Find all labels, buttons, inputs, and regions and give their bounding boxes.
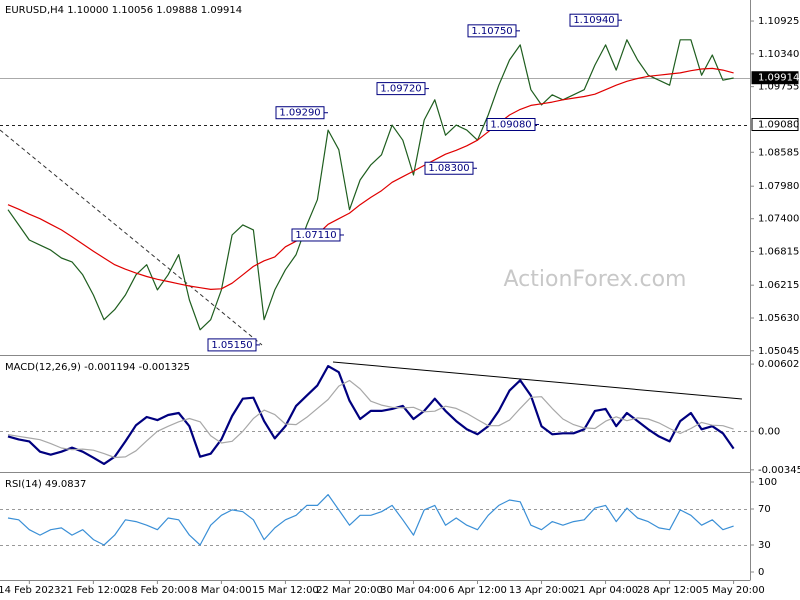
price-label: 1.09080 bbox=[758, 120, 799, 131]
annotation-label: 1.09290 bbox=[279, 108, 320, 119]
y-tick-label: 30 bbox=[758, 540, 771, 551]
x-tick-label: 21 Feb 12:00 bbox=[61, 585, 127, 596]
x-tick-label: 5 May 20:00 bbox=[702, 585, 764, 596]
annotation-label: 1.08300 bbox=[428, 163, 469, 174]
x-tick-label: 6 Apr 12:00 bbox=[448, 585, 507, 596]
y-tick-label: 1.05630 bbox=[758, 313, 799, 324]
y-tick-label: 1.05045 bbox=[758, 346, 799, 357]
panel-title: MACD(12,26,9) -0.001194 -0.001325 bbox=[5, 362, 190, 373]
price-label-box bbox=[751, 118, 799, 132]
x-tick-label: 13 Apr 20:00 bbox=[509, 585, 574, 596]
y-tick-label: 100 bbox=[758, 477, 777, 488]
y-tick-label: 0.006023 bbox=[758, 359, 800, 370]
x-tick-label: 28 Apr 12:00 bbox=[637, 585, 702, 596]
x-tick-label: 8 Mar 04:00 bbox=[191, 585, 251, 596]
y-tick-label: 1.10925 bbox=[758, 16, 799, 27]
trend-line bbox=[0, 129, 263, 346]
annotation-label: 1.10940 bbox=[573, 15, 614, 26]
y-tick-label: 1.08585 bbox=[758, 147, 799, 158]
series-line bbox=[7, 494, 734, 546]
price-label-box bbox=[751, 71, 799, 85]
series-line bbox=[7, 365, 735, 465]
y-tick-label: 1.06215 bbox=[758, 280, 799, 291]
y-tick-label: 1.10340 bbox=[758, 49, 799, 60]
x-tick-label: 30 Mar 04:00 bbox=[380, 585, 447, 596]
y-tick-label: 1.06815 bbox=[758, 247, 799, 258]
y-tick-label: 0.00 bbox=[758, 426, 780, 437]
y-tick-label: 1.07400 bbox=[758, 214, 799, 225]
x-tick-label: 21 Apr 04:00 bbox=[573, 585, 638, 596]
y-tick-label: -0.003456 bbox=[758, 465, 800, 476]
x-tick-label: 22 Mar 20:00 bbox=[316, 585, 383, 596]
x-tick-label: 28 Feb 20:00 bbox=[125, 585, 191, 596]
panel-title: RSI(14) 49.0837 bbox=[5, 479, 86, 490]
panel-title: EURUSD,H4 1.10000 1.10056 1.09888 1.0991… bbox=[5, 5, 242, 16]
annotation-label: 1.09080 bbox=[490, 120, 531, 131]
price-label: 1.09914 bbox=[758, 73, 799, 84]
y-tick-label: 1.07980 bbox=[758, 181, 799, 192]
y-tick-label: 1.09755 bbox=[758, 82, 799, 93]
y-tick-label: 0 bbox=[758, 567, 764, 578]
annotation-label: 1.09720 bbox=[380, 84, 421, 95]
series-line bbox=[7, 379, 734, 459]
watermark: ActionForex.com bbox=[504, 267, 687, 292]
x-tick-label: 15 Mar 12:00 bbox=[252, 585, 319, 596]
series-line bbox=[7, 67, 734, 290]
macd-trend-line bbox=[332, 361, 743, 400]
x-tick-label: 14 Feb 2023 bbox=[0, 585, 60, 596]
series-line bbox=[7, 39, 734, 331]
y-tick-label: 70 bbox=[758, 504, 771, 515]
annotation-label: 1.10750 bbox=[471, 26, 512, 37]
annotation-label: 1.05150 bbox=[211, 340, 252, 351]
annotation-label: 1.07110 bbox=[295, 230, 336, 241]
